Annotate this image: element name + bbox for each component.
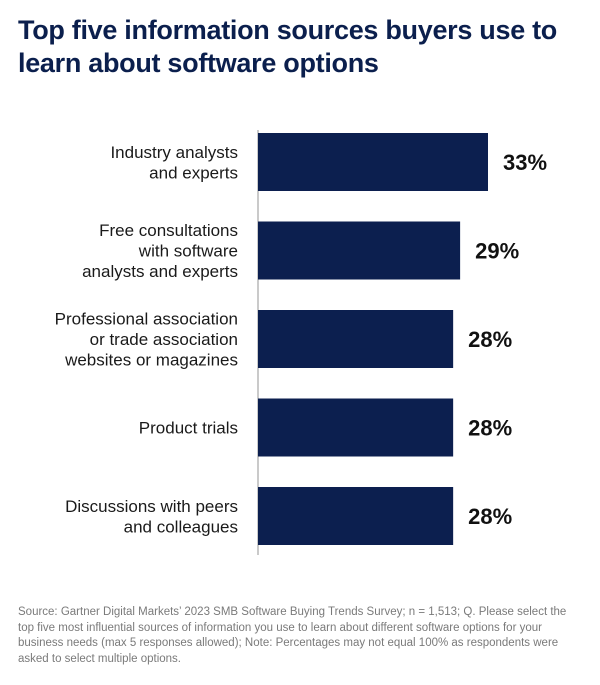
bar-4	[258, 398, 454, 457]
category-label-line: Product trials	[139, 419, 238, 438]
category-label-4: Product trials	[139, 419, 238, 438]
source-footnote: Source: Gartner Digital Markets’ 2023 SM…	[18, 606, 567, 665]
value-label-3: 28%	[468, 327, 512, 352]
category-label-line: Discussions with peers	[65, 497, 238, 516]
bar-1	[258, 133, 488, 191]
category-label-line: with software	[138, 242, 238, 261]
category-label-line: analysts and experts	[82, 262, 238, 281]
value-label-4: 28%	[468, 416, 512, 441]
value-label-5: 28%	[468, 504, 512, 529]
category-label-1: Industry analysts and experts	[110, 143, 238, 183]
bar-2	[258, 221, 461, 280]
bar-5	[258, 487, 454, 545]
category-label-line: and experts	[149, 163, 238, 182]
category-label-line: Free consultations	[99, 221, 238, 240]
chart-title: Top five information sources buyers use …	[18, 15, 558, 78]
category-label-line: Industry analysts	[110, 143, 238, 162]
category-label-line: and colleagues	[124, 517, 238, 536]
category-label-line: websites or magazines	[64, 351, 238, 370]
bar-chart: 33% Industry analysts and experts 29% Free c…	[55, 130, 547, 555]
value-label-2: 29%	[475, 239, 519, 264]
bars-layer: 33% Industry analysts and experts 29% Free c…	[55, 133, 547, 545]
category-label-3: Professional association or trade associa…	[55, 310, 238, 370]
category-label-2: Free consultations with software analysts …	[82, 221, 238, 281]
value-label-1: 33%	[503, 150, 547, 175]
category-label-5: Discussions with peers and colleagues	[65, 497, 238, 537]
category-label-line: or trade association	[90, 330, 238, 349]
bar-3	[258, 310, 454, 368]
category-label-line: Professional association	[55, 310, 238, 329]
